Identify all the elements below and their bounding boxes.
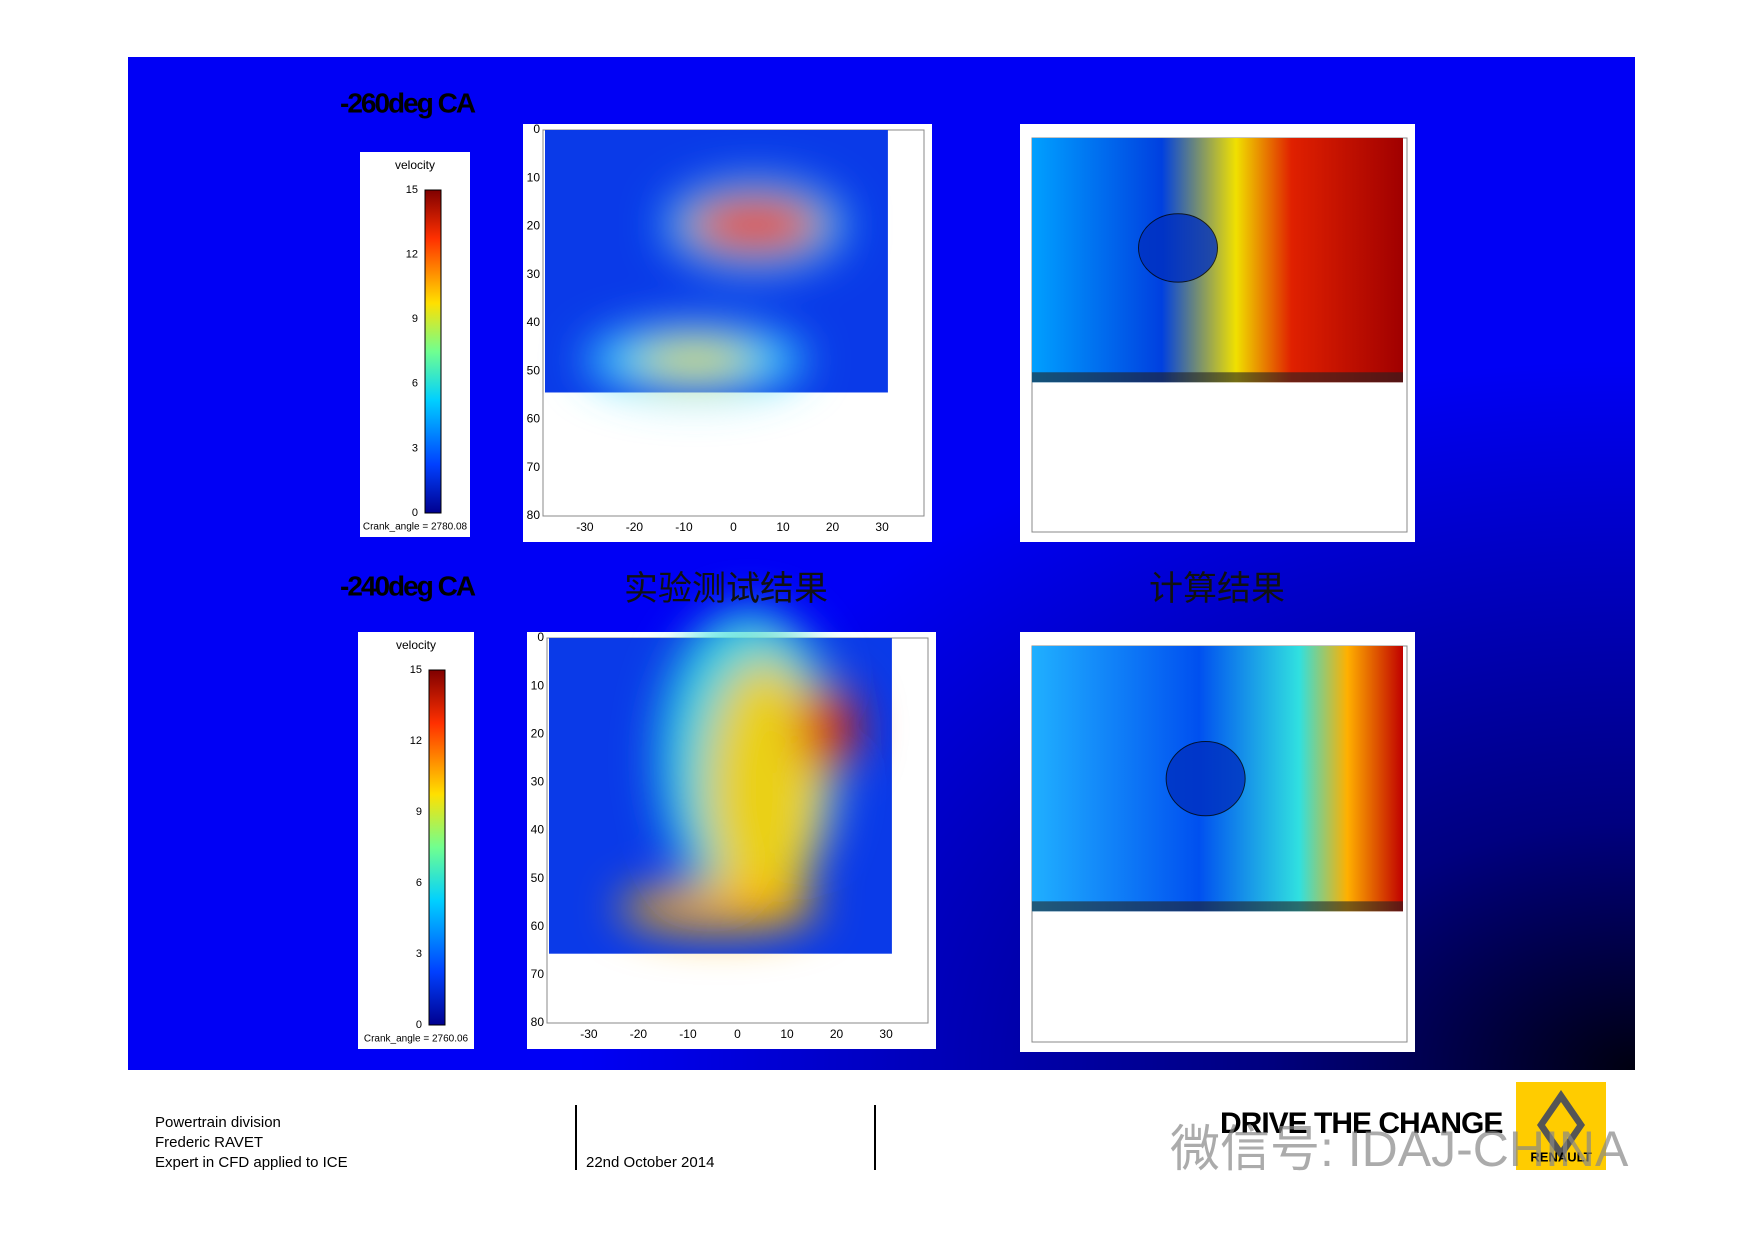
colorbar-footer: Crank_angle = 2780.08 bbox=[363, 522, 468, 533]
footer-line: Frederic RAVET bbox=[155, 1134, 263, 1151]
blob bbox=[685, 195, 825, 255]
y-tick-label: 70 bbox=[527, 460, 541, 474]
blob bbox=[704, 658, 824, 918]
x-tick-label: 30 bbox=[879, 1027, 893, 1041]
colorbar-tick: 9 bbox=[416, 806, 422, 818]
wall-band bbox=[1032, 372, 1403, 383]
x-tick-label: -30 bbox=[580, 1027, 598, 1041]
x-tick-label: 10 bbox=[776, 520, 790, 534]
y-tick-label: 0 bbox=[533, 122, 540, 136]
x-tick-label: -30 bbox=[576, 520, 594, 534]
panel-label: -260deg CA bbox=[340, 87, 476, 118]
y-tick-label: 20 bbox=[531, 726, 545, 740]
computed-field bbox=[1032, 138, 1403, 383]
x-tick-label: 20 bbox=[826, 520, 840, 534]
panel-label: -240deg CA bbox=[340, 570, 476, 601]
colorbar-tick: 9 bbox=[412, 313, 418, 325]
colorbar-tick: 3 bbox=[412, 442, 418, 454]
colorbar-title: velocity bbox=[396, 638, 436, 652]
colorbar-tick: 15 bbox=[410, 664, 422, 676]
x-tick-label: 0 bbox=[730, 520, 737, 534]
watermark: 微信号: IDAJ-CHINA bbox=[1170, 1121, 1629, 1177]
colorbar-tick: 0 bbox=[412, 507, 418, 519]
colorbar-footer: Crank_angle = 2760.06 bbox=[364, 1034, 469, 1045]
colorbar-tick: 15 bbox=[406, 184, 418, 196]
y-tick-label: 20 bbox=[527, 219, 541, 233]
y-tick-label: 10 bbox=[531, 678, 545, 692]
heatmap bbox=[545, 130, 888, 395]
x-tick-label: -20 bbox=[630, 1027, 648, 1041]
footer-line: Powertrain division bbox=[155, 1114, 281, 1131]
x-tick-label: -10 bbox=[675, 520, 693, 534]
x-tick-label: 10 bbox=[780, 1027, 794, 1041]
caption: 实验测试结果 bbox=[624, 570, 828, 608]
footer-date: 22nd October 2014 bbox=[586, 1154, 714, 1171]
colorbar-tick: 12 bbox=[410, 735, 422, 747]
y-tick-label: 40 bbox=[531, 823, 545, 837]
colorbar-gradient bbox=[424, 189, 442, 514]
y-tick-label: 30 bbox=[531, 775, 545, 789]
heatmap bbox=[549, 608, 892, 954]
colorbar-tick: 6 bbox=[416, 877, 422, 889]
logo-diamond bbox=[1537, 1090, 1585, 1160]
blob bbox=[619, 883, 819, 933]
heatmap-blobs bbox=[619, 608, 859, 933]
wall-band bbox=[1032, 901, 1403, 912]
y-tick-label: 40 bbox=[527, 315, 541, 329]
colorbar-tick: 0 bbox=[416, 1019, 422, 1031]
colorbar-title: velocity bbox=[395, 158, 435, 172]
y-tick-label: 70 bbox=[531, 967, 545, 981]
colorbar-tick: 6 bbox=[412, 378, 418, 390]
colorbar-box bbox=[358, 632, 474, 1049]
x-tick-label: 20 bbox=[830, 1027, 844, 1041]
x-tick-label: -20 bbox=[626, 520, 644, 534]
y-tick-label: 60 bbox=[527, 412, 541, 426]
y-tick-label: 50 bbox=[527, 363, 541, 377]
y-tick-label: 30 bbox=[527, 267, 541, 281]
blob bbox=[799, 683, 859, 773]
colorbar-box bbox=[360, 152, 470, 537]
x-tick-label: -10 bbox=[679, 1027, 697, 1041]
x-tick-label: 30 bbox=[875, 520, 889, 534]
x-tick-label: 0 bbox=[734, 1027, 741, 1041]
vortex-core bbox=[1165, 741, 1246, 817]
y-tick-label: 60 bbox=[531, 919, 545, 933]
colorbar-gradient bbox=[428, 669, 446, 1026]
colorbar-tick: 3 bbox=[416, 948, 422, 960]
caption: 计算结果 bbox=[1149, 570, 1285, 608]
y-tick-label: 50 bbox=[531, 871, 545, 885]
y-tick-label: 0 bbox=[537, 630, 544, 644]
y-tick-label: 80 bbox=[531, 1015, 545, 1029]
footer-line: Expert in CFD applied to ICE bbox=[155, 1154, 348, 1171]
blob bbox=[635, 340, 755, 380]
slogan: DRIVE THE CHANGE bbox=[1220, 1107, 1502, 1140]
y-tick-label: 80 bbox=[527, 508, 541, 522]
y-tick-label: 10 bbox=[527, 170, 541, 184]
heatmap-blobs bbox=[585, 180, 845, 395]
vortex-core bbox=[1138, 213, 1218, 283]
brand: RENAULT bbox=[1530, 1149, 1591, 1164]
colorbar-tick: 12 bbox=[406, 249, 418, 261]
